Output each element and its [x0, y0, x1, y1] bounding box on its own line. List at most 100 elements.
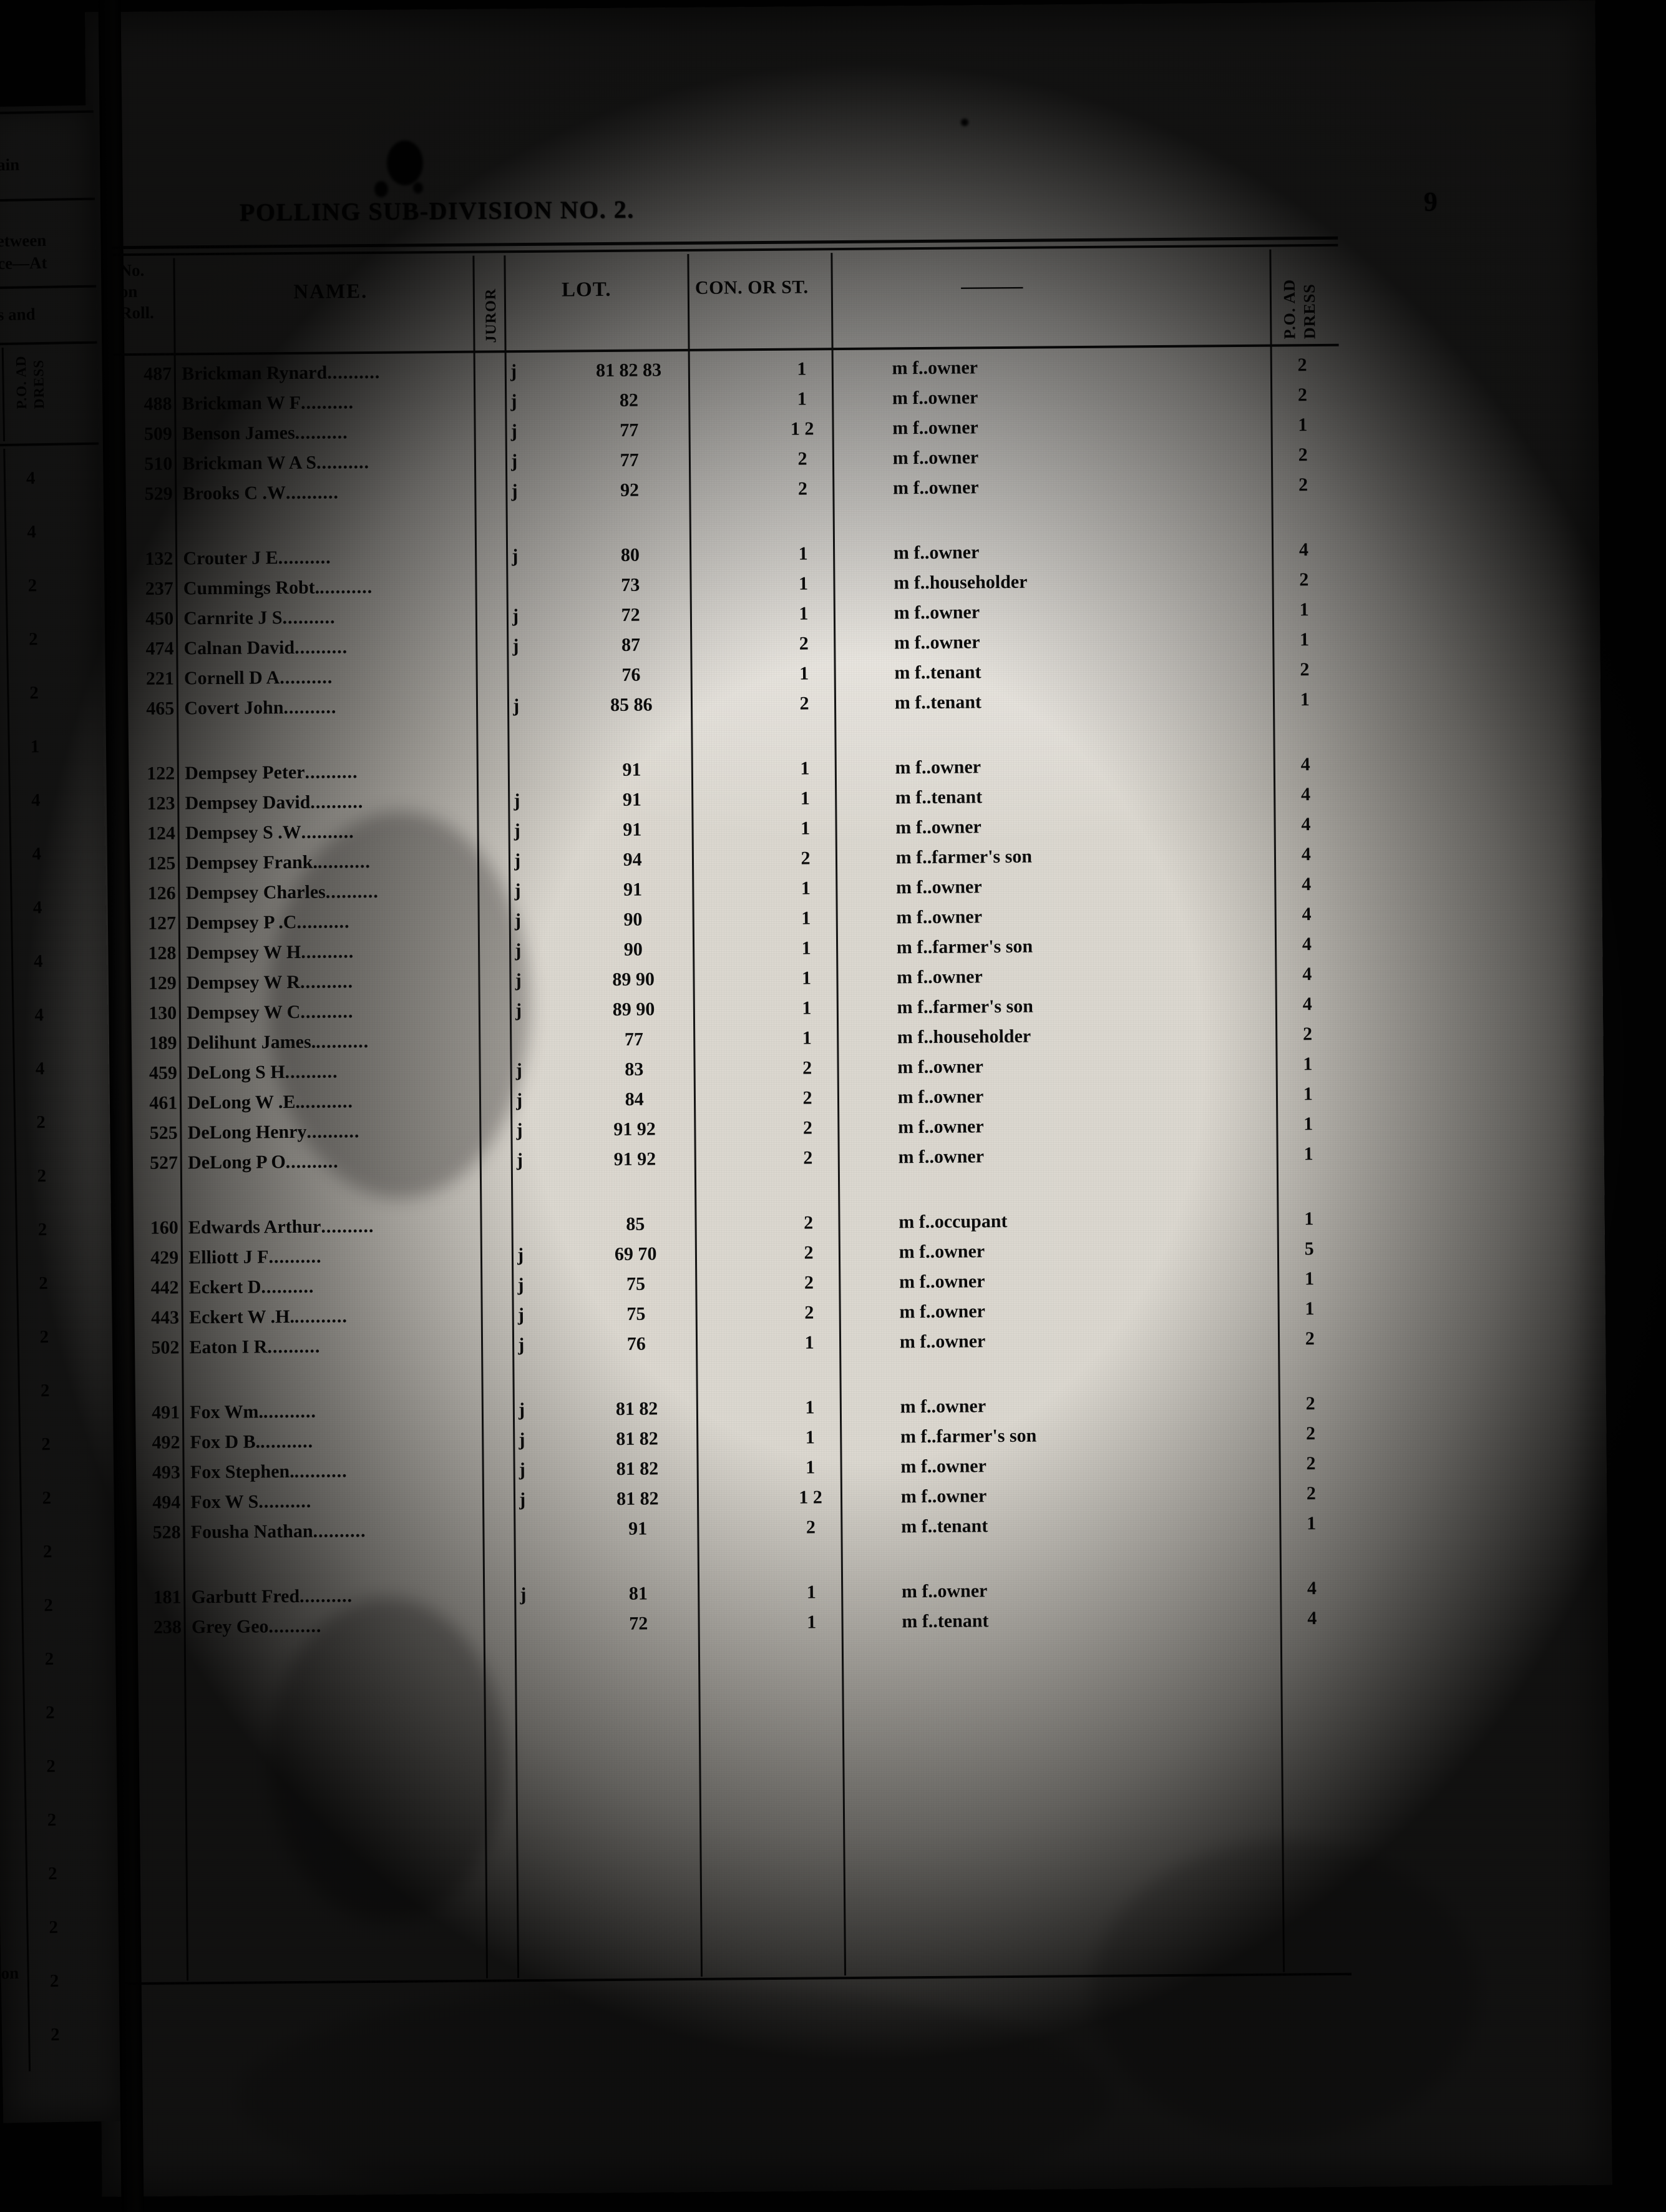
cell-con-or-st: 1 2	[790, 418, 814, 439]
cell-qualification: m f..farmer's son	[896, 936, 1033, 958]
left-po-value: 2	[42, 1488, 52, 1509]
cell-qualification: m f..tenant	[894, 662, 982, 683]
left-po-value: 2	[37, 1220, 47, 1240]
leader-dots: ..........	[280, 667, 333, 688]
cell-juror: j	[512, 635, 519, 657]
cell-po-address: 4	[1301, 814, 1311, 835]
cell-juror: j	[514, 850, 521, 871]
cell-con-or-st: 2	[804, 1242, 814, 1263]
left-po-value: 4	[34, 1005, 44, 1025]
cell-name: DeLong W .E...........	[181, 1085, 500, 1118]
cell-name: Dempsey David..........	[178, 786, 498, 818]
cell-qualification: m f..tenant	[894, 692, 982, 713]
cell-po-address: 5	[1304, 1238, 1314, 1260]
voter-name: Dempsey S .W	[185, 821, 301, 844]
cell-no-on-roll: 128	[148, 942, 177, 964]
leader-dots: ..........	[268, 1615, 322, 1637]
cell-po-address: 2	[1305, 1328, 1315, 1349]
left-po-value: 2	[46, 1756, 56, 1777]
cell-con-or-st: 2	[804, 1302, 814, 1323]
cell-po-address: 4	[1298, 539, 1309, 560]
voter-name: Elliott J F	[188, 1246, 269, 1268]
cell-lot: 81 82	[616, 1488, 659, 1509]
cell-name: Eckert W .H...........	[183, 1300, 502, 1333]
leader-dots: ..........	[301, 941, 354, 962]
cell-juror: j	[516, 1090, 523, 1111]
left-po-address-header: P.O. AD DRESS	[12, 315, 47, 409]
cell-lot: 90	[623, 909, 643, 930]
voter-name: Cummings Robt.	[183, 577, 320, 599]
cell-lot: 77	[620, 449, 639, 471]
cell-name: Carnrite J S..........	[177, 601, 497, 634]
cell-qualification: m f..owner	[898, 1146, 985, 1168]
cell-qualification: m f..owner	[899, 1271, 985, 1293]
leader-dots: ..........	[327, 361, 381, 383]
cell-juror: j	[515, 1000, 522, 1021]
voter-name: Dempsey Frank.	[185, 851, 318, 874]
cell-po-address: 1	[1300, 689, 1310, 710]
cell-qualification: m f..owner	[897, 966, 983, 988]
cell-no-on-roll: 125	[147, 853, 176, 874]
cell-juror: j	[520, 1584, 527, 1605]
cell-con-or-st: 2	[803, 1147, 813, 1168]
cell-po-address: 2	[1298, 444, 1308, 466]
cell-po-address: 4	[1300, 784, 1311, 805]
left-po-value: 2	[36, 1112, 46, 1133]
cell-po-address: 4	[1302, 934, 1312, 955]
cell-no-on-roll: 124	[147, 823, 176, 844]
cell-qualification: m f..farmer's son	[900, 1425, 1037, 1447]
cell-con-or-st: 2	[797, 478, 808, 499]
cell-qualification: m f..owner	[900, 1456, 986, 1477]
voter-name: Dempsey Charles	[185, 881, 326, 904]
cell-no-on-roll: 123	[147, 793, 175, 814]
cell-no-on-roll: 487	[143, 363, 172, 384]
cell-no-on-roll: 474	[145, 638, 174, 659]
cell-po-address: 2	[1298, 474, 1308, 496]
left-po-value: 2	[44, 1595, 54, 1616]
cell-qualification: m f..owner	[896, 906, 983, 928]
cell-con-or-st: 2	[802, 1057, 812, 1079]
leader-dots: ..........	[299, 1585, 353, 1607]
cell-juror: j	[511, 481, 518, 502]
left-po-value: 2	[50, 2024, 60, 2045]
cell-lot: 91	[622, 789, 642, 810]
voter-name: Brickman W A S	[182, 452, 317, 474]
cell-con-or-st: 1	[799, 663, 809, 684]
page-title: POLLING SUB-DIVISION NO. 2.	[239, 195, 635, 227]
cell-lot: 82	[619, 389, 639, 411]
left-po-value: 4	[35, 1059, 45, 1079]
page-header: POLLING SUB-DIVISION NO. 2. 9	[239, 186, 1438, 227]
cell-lot: 84	[625, 1089, 644, 1110]
cell-po-address: 1	[1303, 1084, 1313, 1105]
voter-name: Dempsey P .C	[185, 911, 297, 934]
leader-dots: ..........	[295, 422, 348, 443]
cell-juror: j	[514, 910, 522, 931]
cell-lot: 72	[629, 1613, 648, 1634]
cell-name: Fox D B...........	[183, 1425, 503, 1457]
cell-qualification: m f..householder	[897, 1025, 1031, 1048]
cell-lot: 72	[621, 604, 640, 625]
cell-name: DeLong Henry..........	[181, 1115, 500, 1148]
cell-po-address: 4	[1307, 1608, 1317, 1629]
cell-lot: 80	[620, 544, 640, 565]
cell-con-or-st: 1	[801, 967, 812, 989]
cell-name: Fox W S..........	[184, 1485, 504, 1517]
cell-lot: 91	[628, 1518, 648, 1539]
cell-name: Benson James..........	[176, 416, 495, 449]
left-po-value: 2	[44, 1648, 54, 1670]
voter-name: Crouter J E	[183, 547, 278, 569]
cell-qualification: m f..farmer's son	[897, 996, 1034, 1018]
leader-dots: ..........	[300, 1001, 354, 1022]
dress-label: DRESS	[1300, 283, 1319, 340]
cell-juror: j	[519, 1459, 525, 1480]
cell-con-or-st: 1	[800, 788, 810, 809]
cell-po-address: 1	[1305, 1298, 1315, 1319]
cell-lot: 90	[623, 939, 643, 960]
cell-lot: 87	[621, 634, 641, 655]
cell-no-on-roll: 459	[149, 1062, 178, 1084]
cell-lot: 83	[625, 1059, 644, 1080]
cell-no-on-roll: 160	[150, 1217, 178, 1238]
left-po-value: 4	[27, 522, 37, 542]
cell-qualification: m f..owner	[900, 1396, 986, 1417]
cell-name: Fousha Nathan..........	[185, 1515, 504, 1547]
